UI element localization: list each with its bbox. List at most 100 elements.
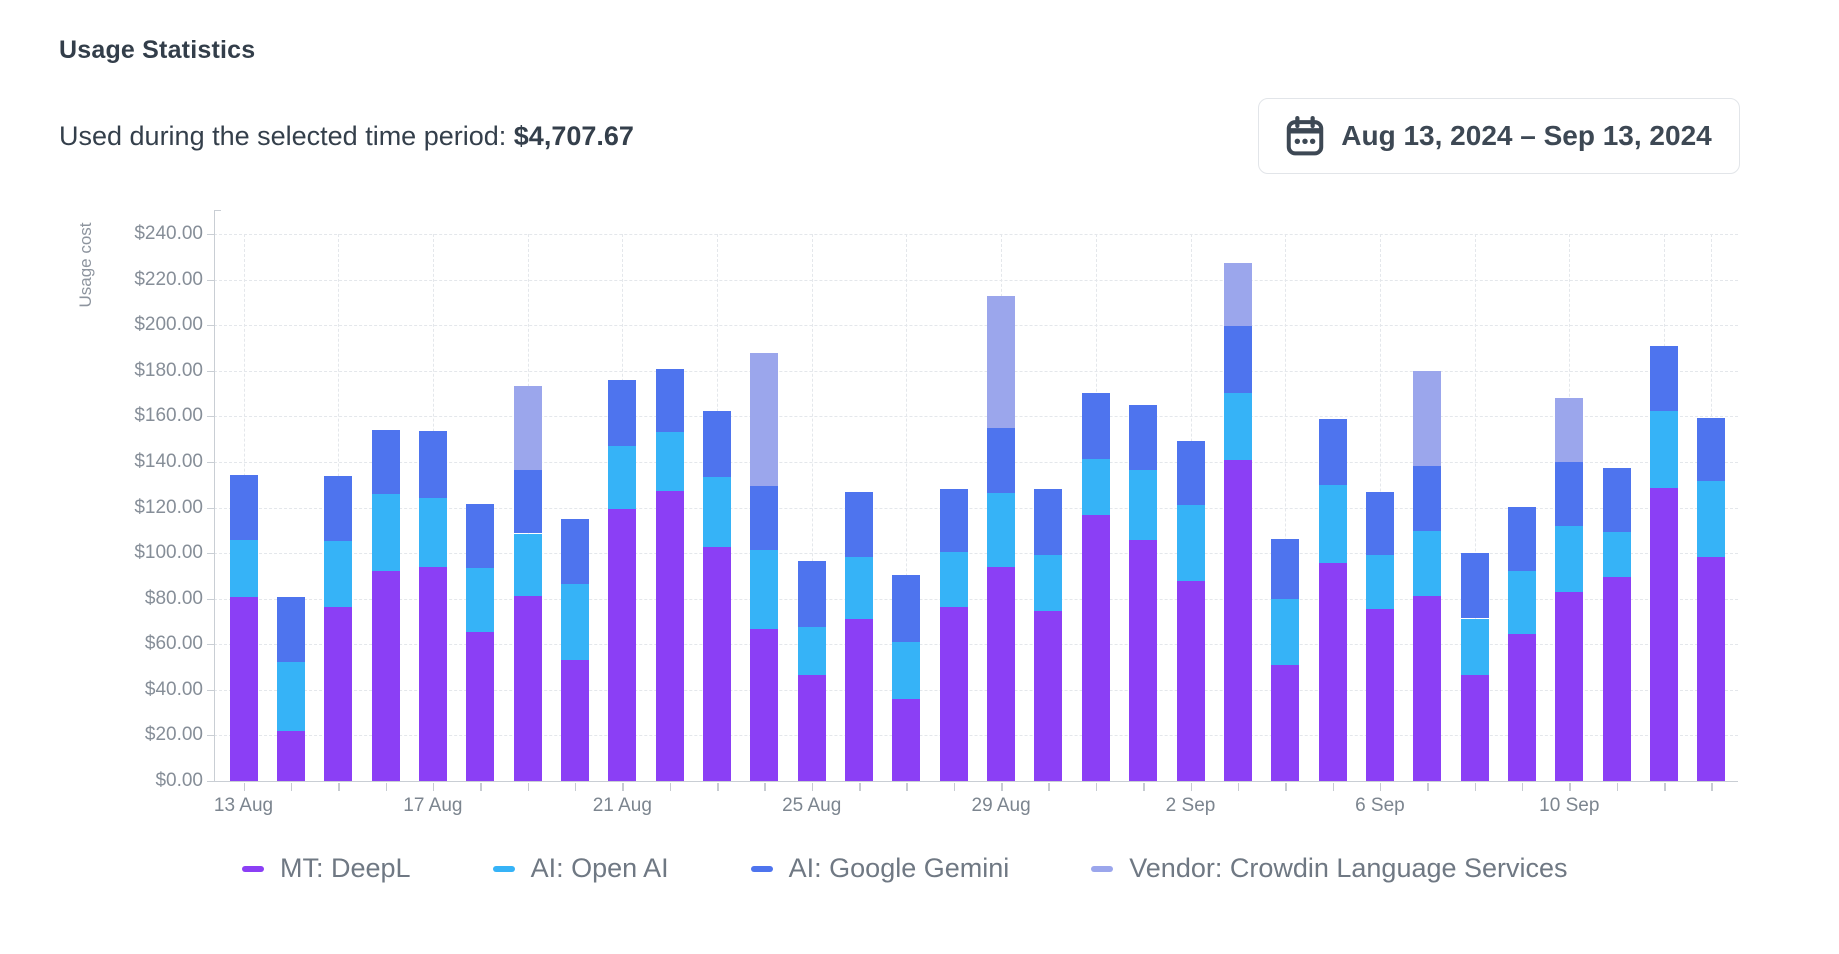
bar-segment[interactable] — [1555, 461, 1584, 526]
bar-segment[interactable] — [939, 607, 968, 781]
bar-segment[interactable] — [1507, 570, 1536, 634]
bar-segment[interactable] — [1365, 555, 1394, 609]
bar-segment[interactable] — [1271, 538, 1300, 600]
bar-segment[interactable] — [987, 427, 1016, 493]
bar-segment[interactable] — [1602, 577, 1631, 781]
bar-segment[interactable] — [1081, 514, 1110, 781]
bar-segment[interactable] — [987, 295, 1016, 428]
bar-segment[interactable] — [892, 641, 921, 699]
bar-segment[interactable] — [513, 385, 542, 471]
bar-segment[interactable] — [655, 490, 684, 781]
bar-segment[interactable] — [797, 561, 826, 628]
bar-segment[interactable] — [892, 698, 921, 781]
bar-segment[interactable] — [276, 731, 305, 781]
bar-segment[interactable] — [845, 492, 874, 557]
legend-item[interactable]: Vendor: Crowdin Language Services — [1091, 853, 1568, 884]
bar-segment[interactable] — [1223, 460, 1252, 781]
legend-item[interactable]: MT: DeepL — [242, 853, 411, 884]
bar-segment[interactable] — [750, 628, 779, 781]
bar-segment[interactable] — [276, 662, 305, 732]
bar-segment[interactable] — [750, 486, 779, 550]
bar-segment[interactable] — [750, 549, 779, 629]
bar-segment[interactable] — [1650, 346, 1678, 412]
bar-segment[interactable] — [371, 571, 400, 781]
bar-segment[interactable] — [1318, 419, 1347, 486]
bar-segment[interactable] — [229, 540, 258, 598]
bar-segment[interactable] — [1413, 466, 1442, 531]
bar-segment[interactable] — [1650, 411, 1678, 488]
bar-segment[interactable] — [1507, 633, 1536, 781]
bar-segment[interactable] — [1697, 556, 1726, 781]
bar-segment[interactable] — [1460, 674, 1489, 781]
bar-segment[interactable] — [1460, 552, 1489, 619]
bar-segment[interactable] — [939, 552, 968, 608]
bar-segment[interactable] — [1271, 664, 1300, 781]
bar-segment[interactable] — [1697, 481, 1726, 557]
bar-segment[interactable] — [466, 632, 495, 781]
bar-segment[interactable] — [703, 547, 731, 781]
date-range-picker-button[interactable]: Aug 13, 2024 – Sep 13, 2024 — [1258, 98, 1740, 174]
bar-segment[interactable] — [1555, 397, 1584, 462]
bar-segment[interactable] — [1129, 404, 1158, 471]
bar-segment[interactable] — [1081, 393, 1110, 459]
bar-segment[interactable] — [892, 574, 921, 642]
bar-segment[interactable] — [324, 540, 353, 607]
bar-segment[interactable] — [1223, 263, 1252, 327]
bar-segment[interactable] — [1602, 531, 1631, 578]
legend-item[interactable]: AI: Open AI — [492, 853, 669, 884]
bar-segment[interactable] — [418, 498, 447, 568]
bar-segment[interactable] — [655, 432, 684, 491]
bar-segment[interactable] — [371, 494, 400, 572]
bar-segment[interactable] — [750, 353, 779, 487]
bar-segment[interactable] — [418, 567, 447, 781]
legend-item[interactable]: AI: Google Gemini — [750, 853, 1009, 884]
bar-segment[interactable] — [1271, 599, 1300, 665]
bar-segment[interactable] — [229, 597, 258, 781]
bar-segment[interactable] — [1413, 595, 1442, 781]
bar-segment[interactable] — [1460, 618, 1489, 675]
bar-segment[interactable] — [1176, 580, 1205, 781]
bar-segment[interactable] — [1555, 525, 1584, 592]
bar-segment[interactable] — [1650, 487, 1678, 781]
bar-segment[interactable] — [560, 659, 589, 781]
bar-segment[interactable] — [560, 518, 589, 585]
bar-segment[interactable] — [608, 509, 637, 781]
bar-segment[interactable] — [1129, 470, 1158, 541]
bar-segment[interactable] — [845, 556, 874, 619]
bar-segment[interactable] — [324, 476, 353, 541]
bar-segment[interactable] — [466, 568, 495, 633]
bar-segment[interactable] — [845, 618, 874, 781]
bar-segment[interactable] — [418, 430, 447, 499]
bar-segment[interactable] — [513, 595, 542, 781]
bar-segment[interactable] — [1555, 591, 1584, 781]
bar-segment[interactable] — [1318, 563, 1347, 781]
bar-segment[interactable] — [1176, 505, 1205, 581]
bar-segment[interactable] — [1413, 530, 1442, 596]
bar-segment[interactable] — [797, 627, 826, 675]
bar-segment[interactable] — [1507, 507, 1536, 571]
bar-segment[interactable] — [608, 380, 637, 447]
bar-segment[interactable] — [703, 411, 731, 477]
bar-segment[interactable] — [1223, 326, 1252, 394]
bar-segment[interactable] — [1176, 440, 1205, 506]
bar-segment[interactable] — [655, 368, 684, 433]
bar-segment[interactable] — [324, 606, 353, 781]
bar-segment[interactable] — [1365, 608, 1394, 781]
bar-segment[interactable] — [1223, 393, 1252, 461]
bar-segment[interactable] — [1318, 485, 1347, 564]
bar-segment[interactable] — [1697, 417, 1726, 482]
bar-segment[interactable] — [466, 504, 495, 569]
bar-segment[interactable] — [939, 488, 968, 553]
bar-segment[interactable] — [1602, 467, 1631, 532]
bar-segment[interactable] — [608, 446, 637, 510]
bar-segment[interactable] — [513, 470, 542, 534]
bar-segment[interactable] — [1129, 540, 1158, 781]
bar-segment[interactable] — [276, 597, 305, 663]
bar-segment[interactable] — [987, 492, 1016, 568]
bar-segment[interactable] — [513, 533, 542, 596]
bar-segment[interactable] — [703, 476, 731, 548]
bar-segment[interactable] — [1365, 492, 1394, 556]
bar-segment[interactable] — [560, 584, 589, 660]
bar-segment[interactable] — [797, 674, 826, 781]
bar-segment[interactable] — [229, 475, 258, 541]
